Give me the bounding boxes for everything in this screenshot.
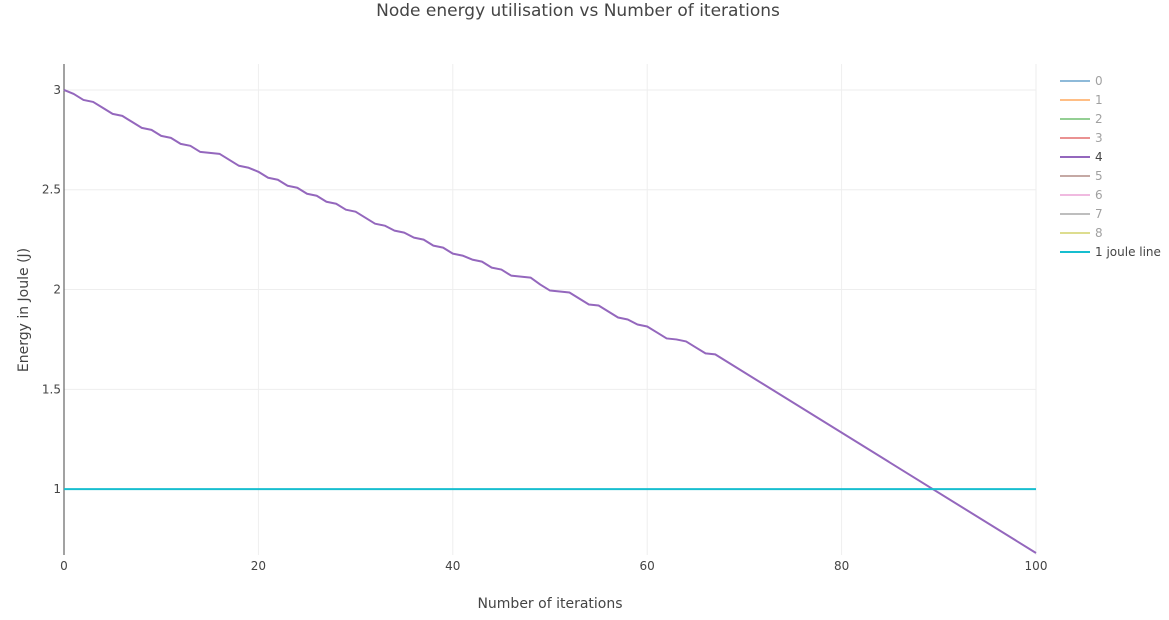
legend-item-2[interactable]: 2 [1060,112,1103,126]
legend-label: 0 [1095,74,1103,88]
x-tick-label: 100 [1025,559,1048,573]
y-tick-label: 1 [53,482,61,496]
legend-label: 3 [1095,131,1103,145]
grid-lines [64,64,1037,555]
legend-item-5[interactable]: 5 [1060,169,1103,183]
legend-label: 1 [1095,93,1103,107]
x-axis-title: Number of iterations [477,596,622,612]
x-tick-labels: 0 20 40 60 80 100 [60,559,1047,573]
legend-label: 8 [1095,226,1103,240]
chart-title: Node energy utilisation vs Number of ite… [376,1,780,21]
legend-label: 1 joule line [1095,245,1161,259]
y-tick-label: 2.5 [42,183,61,197]
legend-item-4[interactable]: 4 [1060,150,1103,164]
x-tick-label: 40 [445,559,460,573]
series-line-4 [63,89,1037,554]
legend-label: 2 [1095,112,1103,126]
legend-item-7[interactable]: 7 [1060,207,1103,221]
x-tick-label: 20 [251,559,266,573]
y-axis-title: Energy in Joule (J) [16,248,32,372]
legend-label: 7 [1095,207,1103,221]
legend-item-6[interactable]: 6 [1060,188,1103,202]
y-tick-label: 3 [53,83,61,97]
legend-label: 6 [1095,188,1103,202]
series-lines [63,89,1037,554]
y-tick-label: 1.5 [42,382,61,396]
legend-label: 5 [1095,169,1103,183]
legend-item-0[interactable]: 0 [1060,74,1103,88]
legend-item-1[interactable]: 1 [1060,93,1103,107]
legend[interactable]: 0 1 2 3 4 5 6 7 8 1 joule line [1060,74,1161,259]
y-tick-labels: 1 1.5 2 2.5 3 [42,83,61,496]
legend-item-3[interactable]: 3 [1060,131,1103,145]
legend-label: 4 [1095,150,1103,164]
x-tick-label: 0 [60,559,68,573]
y-tick-label: 2 [53,283,61,297]
legend-item-1-joule-line[interactable]: 1 joule line [1060,245,1161,259]
x-tick-label: 60 [640,559,655,573]
x-tick-label: 80 [834,559,849,573]
legend-item-8[interactable]: 8 [1060,226,1103,240]
